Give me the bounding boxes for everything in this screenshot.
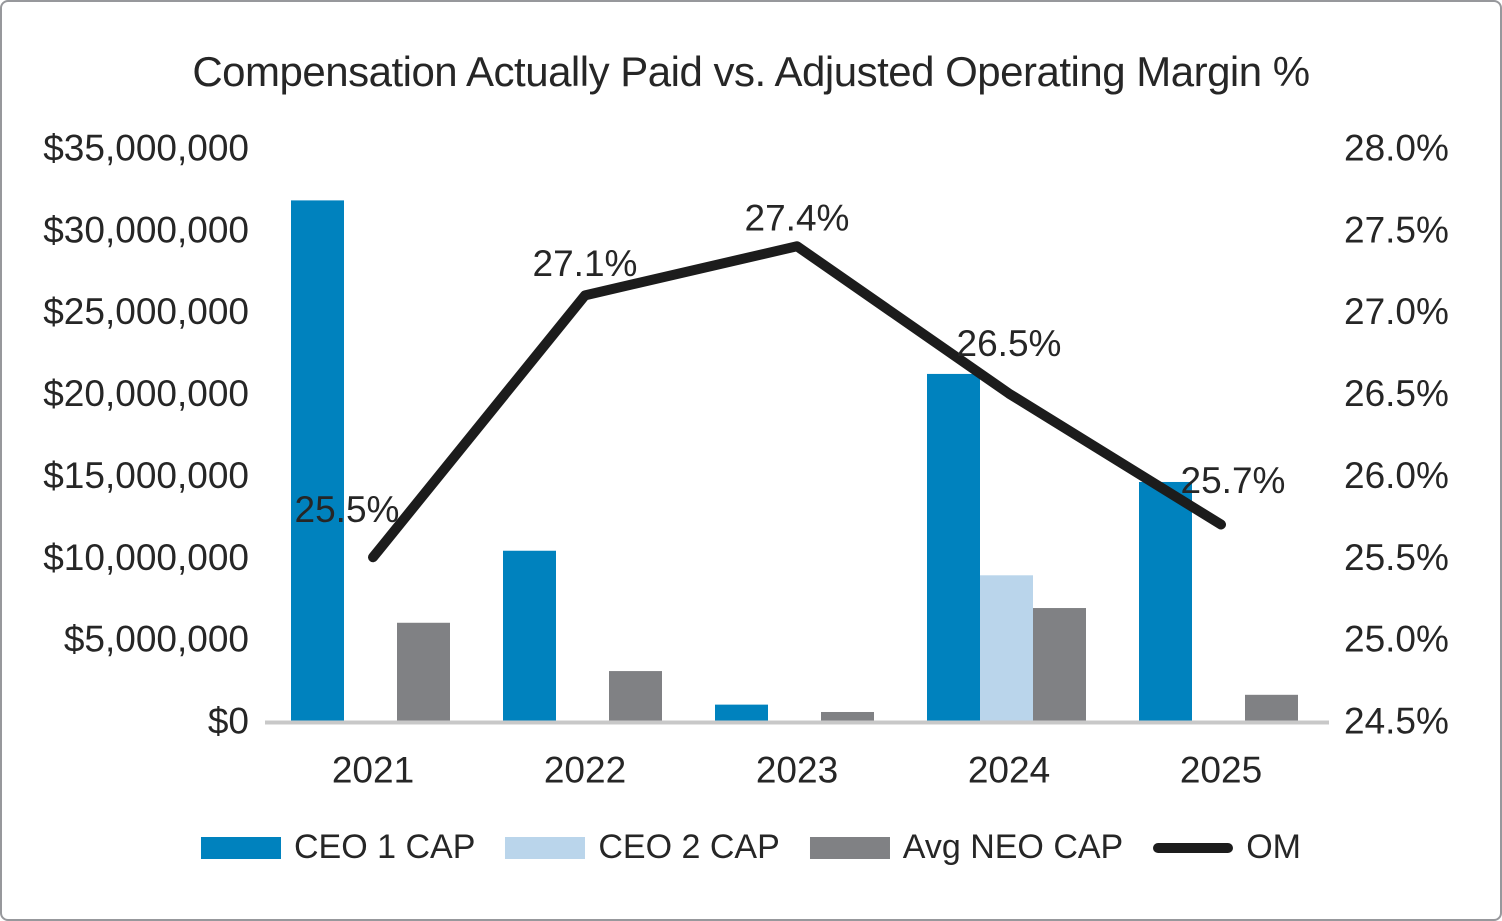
legend-swatch-ceo-1-cap	[200, 836, 281, 859]
bar-avg-neo-cap-2021	[397, 622, 450, 721]
left-axis-tick: $15,000,000	[43, 455, 249, 496]
left-axis-tick: $10,000,000	[43, 537, 249, 578]
right-axis-tick: 26.5%	[1344, 373, 1449, 414]
left-axis-tick: $25,000,000	[43, 291, 249, 332]
bar-avg-neo-cap-2023	[821, 711, 874, 721]
bar-ceo-1-cap-2025	[1139, 481, 1192, 721]
bar-ceo-2-cap-2024	[980, 575, 1033, 721]
legend-item-ceo-2-cap: CEO 2 CAP	[505, 828, 780, 867]
x-axis-label-2024: 2024	[968, 750, 1050, 791]
legend-swatch-om	[1153, 842, 1234, 853]
legend-swatch-ceo-2-cap	[505, 836, 586, 859]
om-data-label-2023: 27.4%	[745, 198, 850, 239]
x-axis-label-2021: 2021	[332, 750, 414, 791]
om-data-label-2021: 25.5%	[295, 489, 400, 530]
right-axis-tick: 27.0%	[1344, 291, 1449, 332]
legend-swatch-avg-neo-cap	[809, 836, 890, 859]
bar-ceo-1-cap-2021	[291, 200, 344, 722]
left-axis-tick: $30,000,000	[43, 209, 249, 250]
left-axis-tick: $35,000,000	[43, 128, 249, 169]
right-axis-tick: 27.5%	[1344, 209, 1449, 250]
legend-label: OM	[1246, 828, 1302, 866]
legend-label: CEO 2 CAP	[598, 828, 780, 866]
legend-label: CEO 1 CAP	[293, 828, 476, 866]
left-axis-tick: $20,000,000	[43, 373, 249, 414]
legend-item-ceo-1-cap: CEO 1 CAP	[200, 828, 476, 867]
legend-item-avg-neo-cap: Avg NEO CAP	[809, 828, 1124, 867]
om-line	[368, 241, 1226, 563]
bar-avg-neo-cap-2025	[1245, 694, 1298, 721]
left-axis-tick: $0	[208, 701, 249, 742]
bar-avg-neo-cap-2024	[1033, 608, 1086, 721]
bar-avg-neo-cap-2022	[609, 671, 662, 721]
chart-title: Compensation Actually Paid vs. Adjusted …	[192, 48, 1310, 95]
bar-ceo-1-cap-2024	[927, 373, 980, 721]
x-axis-label-2022: 2022	[544, 750, 626, 791]
x-axis-label-2025: 2025	[1180, 750, 1262, 791]
legend-item-om: OM	[1153, 828, 1301, 867]
legend-label: Avg NEO CAP	[902, 828, 1124, 866]
om-data-label-2024: 26.5%	[957, 323, 1062, 364]
right-axis-tick: 25.0%	[1344, 619, 1449, 660]
chart-legend: CEO 1 CAP CEO 2 CAP Avg NEO CAP OM	[200, 828, 1301, 867]
bar-ceo-1-cap-2023	[715, 704, 768, 721]
om-data-label-2025: 25.7%	[1181, 460, 1286, 501]
right-axis-tick: 28.0%	[1344, 128, 1449, 169]
right-axis-tick: 26.0%	[1344, 455, 1449, 496]
bar-ceo-1-cap-2022	[503, 550, 556, 721]
right-axis-tick: 25.5%	[1344, 537, 1449, 578]
right-axis-tick: 24.5%	[1344, 701, 1449, 742]
x-axis-label-2023: 2023	[756, 750, 838, 791]
left-axis-tick: $5,000,000	[64, 619, 249, 660]
om-data-label-2022: 27.1%	[533, 243, 638, 284]
